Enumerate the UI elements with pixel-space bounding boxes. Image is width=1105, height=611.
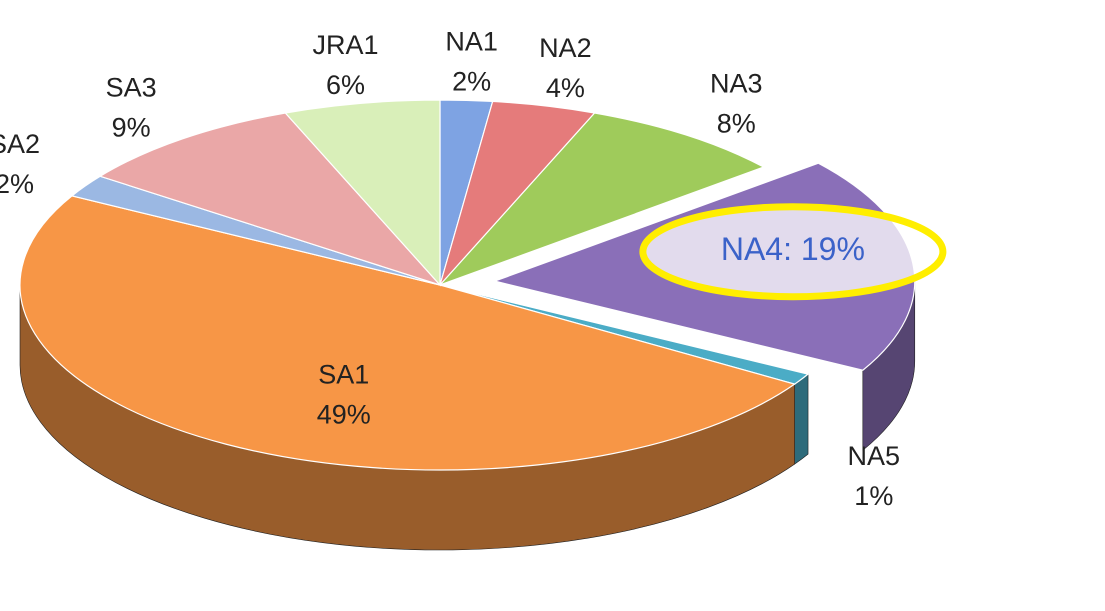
category-label: NA1 bbox=[445, 27, 498, 57]
value-label: 4% bbox=[546, 73, 585, 103]
slice: SA3 bbox=[98, 112, 442, 287]
category-label: NA2 bbox=[539, 33, 592, 63]
data-label: SA22% bbox=[0, 129, 40, 199]
highlight-ring bbox=[639, 203, 947, 301]
slice: NA3 bbox=[439, 112, 766, 286]
highlight-label: NA4: 19% bbox=[721, 231, 865, 267]
category-label: NA3 bbox=[710, 69, 763, 99]
value-label: 2% bbox=[452, 67, 491, 97]
data-label: SA1 49% bbox=[317, 360, 371, 430]
value-label: 9% bbox=[112, 113, 151, 143]
category-label: JRA1 bbox=[313, 30, 379, 60]
value-label: 6% bbox=[326, 70, 365, 100]
slice-side bbox=[794, 373, 809, 465]
category-label: SA1 bbox=[318, 360, 369, 390]
category-label: NA5 bbox=[848, 441, 901, 471]
data-label: NA3 8% bbox=[710, 69, 763, 139]
data-label: SA3 9% bbox=[106, 73, 157, 143]
value-label: 2% bbox=[0, 169, 34, 199]
data-label: JRA1 6% bbox=[313, 30, 379, 100]
value-label: 1% bbox=[854, 481, 893, 511]
data-label: NA2 4% bbox=[539, 33, 592, 103]
data-label: NA5 1% bbox=[848, 441, 901, 511]
value-label: 49% bbox=[317, 400, 371, 430]
slice: JRA1 bbox=[284, 99, 441, 287]
value-label: 8% bbox=[717, 109, 756, 139]
category-label: SA3 bbox=[106, 73, 157, 103]
data-label: NA1 2% bbox=[445, 27, 498, 97]
category-label: SA2 bbox=[0, 129, 40, 159]
slice: SA1 bbox=[19, 195, 797, 471]
